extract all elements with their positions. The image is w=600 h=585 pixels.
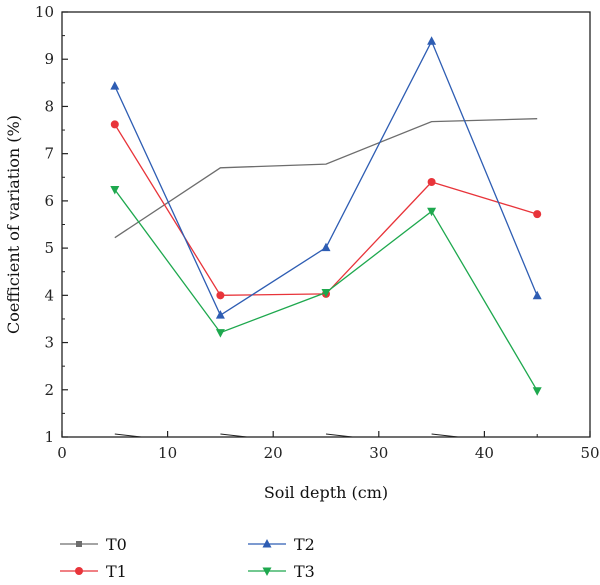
- y-tick-label: 3: [44, 334, 54, 352]
- y-tick-label: 9: [44, 50, 54, 68]
- y-tick-label: 6: [44, 192, 54, 210]
- legend-label: T0: [106, 535, 127, 554]
- data-point-t2: [110, 81, 120, 90]
- data-point-t3: [532, 387, 542, 396]
- data-point-t1: [533, 210, 542, 219]
- y-tick-label: 10: [35, 3, 54, 21]
- data-point-t3: [427, 207, 437, 217]
- y-tick-label: 7: [44, 145, 54, 163]
- series-line-t0: [114, 118, 538, 239]
- data-point-t2: [532, 290, 542, 300]
- y-tick-label: 4: [44, 286, 54, 304]
- x-tick-label: 10: [158, 444, 177, 462]
- series-line-t1: [114, 124, 538, 296]
- legend-item-t3: T3: [248, 562, 315, 581]
- legend-label: T3: [294, 562, 315, 581]
- y-tick-label: 5: [44, 239, 54, 257]
- data-point-t2: [321, 242, 331, 252]
- data-point-t1: [216, 291, 225, 300]
- series-t3: [110, 186, 542, 396]
- series-layer: [110, 36, 542, 396]
- y-tick-label: 2: [44, 381, 54, 399]
- x-tick-label: 50: [580, 444, 599, 462]
- x-minor-tick: [220, 433, 247, 438]
- data-point-t1: [427, 178, 436, 186]
- data-point-t1: [110, 120, 119, 129]
- data-point-t3: [215, 329, 225, 338]
- legend: T0 T1 T2 T3: [60, 535, 315, 581]
- x-minor-tick: [114, 433, 142, 438]
- legend-marker: [75, 567, 83, 575]
- legend-item-t0: T0: [60, 535, 127, 554]
- series-t2: [110, 36, 542, 319]
- legend-marker: [262, 539, 272, 548]
- x-axis-ticks: 0 10 20 30 40 50: [57, 431, 600, 462]
- series-line-t2: [114, 39, 538, 317]
- legend-label: T1: [106, 562, 127, 581]
- series-t0: [114, 118, 538, 239]
- legend-item-t2: T2: [248, 535, 315, 554]
- x-tick-label: 40: [475, 444, 494, 462]
- legend-label: T2: [294, 535, 315, 554]
- y-tick-label: 1: [44, 428, 54, 446]
- data-point-t3: [110, 186, 120, 195]
- data-point-t2: [427, 36, 437, 45]
- x-tick-label: 30: [369, 444, 388, 462]
- legend-marker: [262, 567, 272, 576]
- y-tick-label: 8: [44, 97, 54, 115]
- legend-item-t1: T1: [60, 562, 127, 581]
- data-point-t3: [321, 289, 331, 298]
- y-axis-title: Coefficient of variation (%): [4, 115, 23, 334]
- x-tick-label: 0: [57, 444, 67, 462]
- x-minor-tick: [431, 433, 459, 438]
- x-axis-title: Soil depth (cm): [264, 483, 388, 502]
- x-tick-label: 20: [264, 444, 283, 462]
- y-axis-ticks: 1 2 3 4 5 6 7 8 9 10: [35, 3, 68, 446]
- x-minor-tick: [325, 433, 353, 438]
- legend-marker: [76, 541, 82, 547]
- data-point-t2: [215, 310, 225, 319]
